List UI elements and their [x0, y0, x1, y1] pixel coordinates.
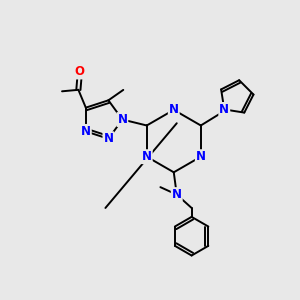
Text: N: N — [117, 113, 128, 126]
Text: N: N — [103, 132, 113, 145]
Text: N: N — [142, 150, 152, 163]
Text: N: N — [169, 103, 179, 116]
Text: N: N — [81, 125, 91, 138]
Text: N: N — [219, 103, 229, 116]
Text: O: O — [75, 65, 85, 79]
Text: N: N — [196, 150, 206, 163]
Text: N: N — [172, 188, 182, 201]
